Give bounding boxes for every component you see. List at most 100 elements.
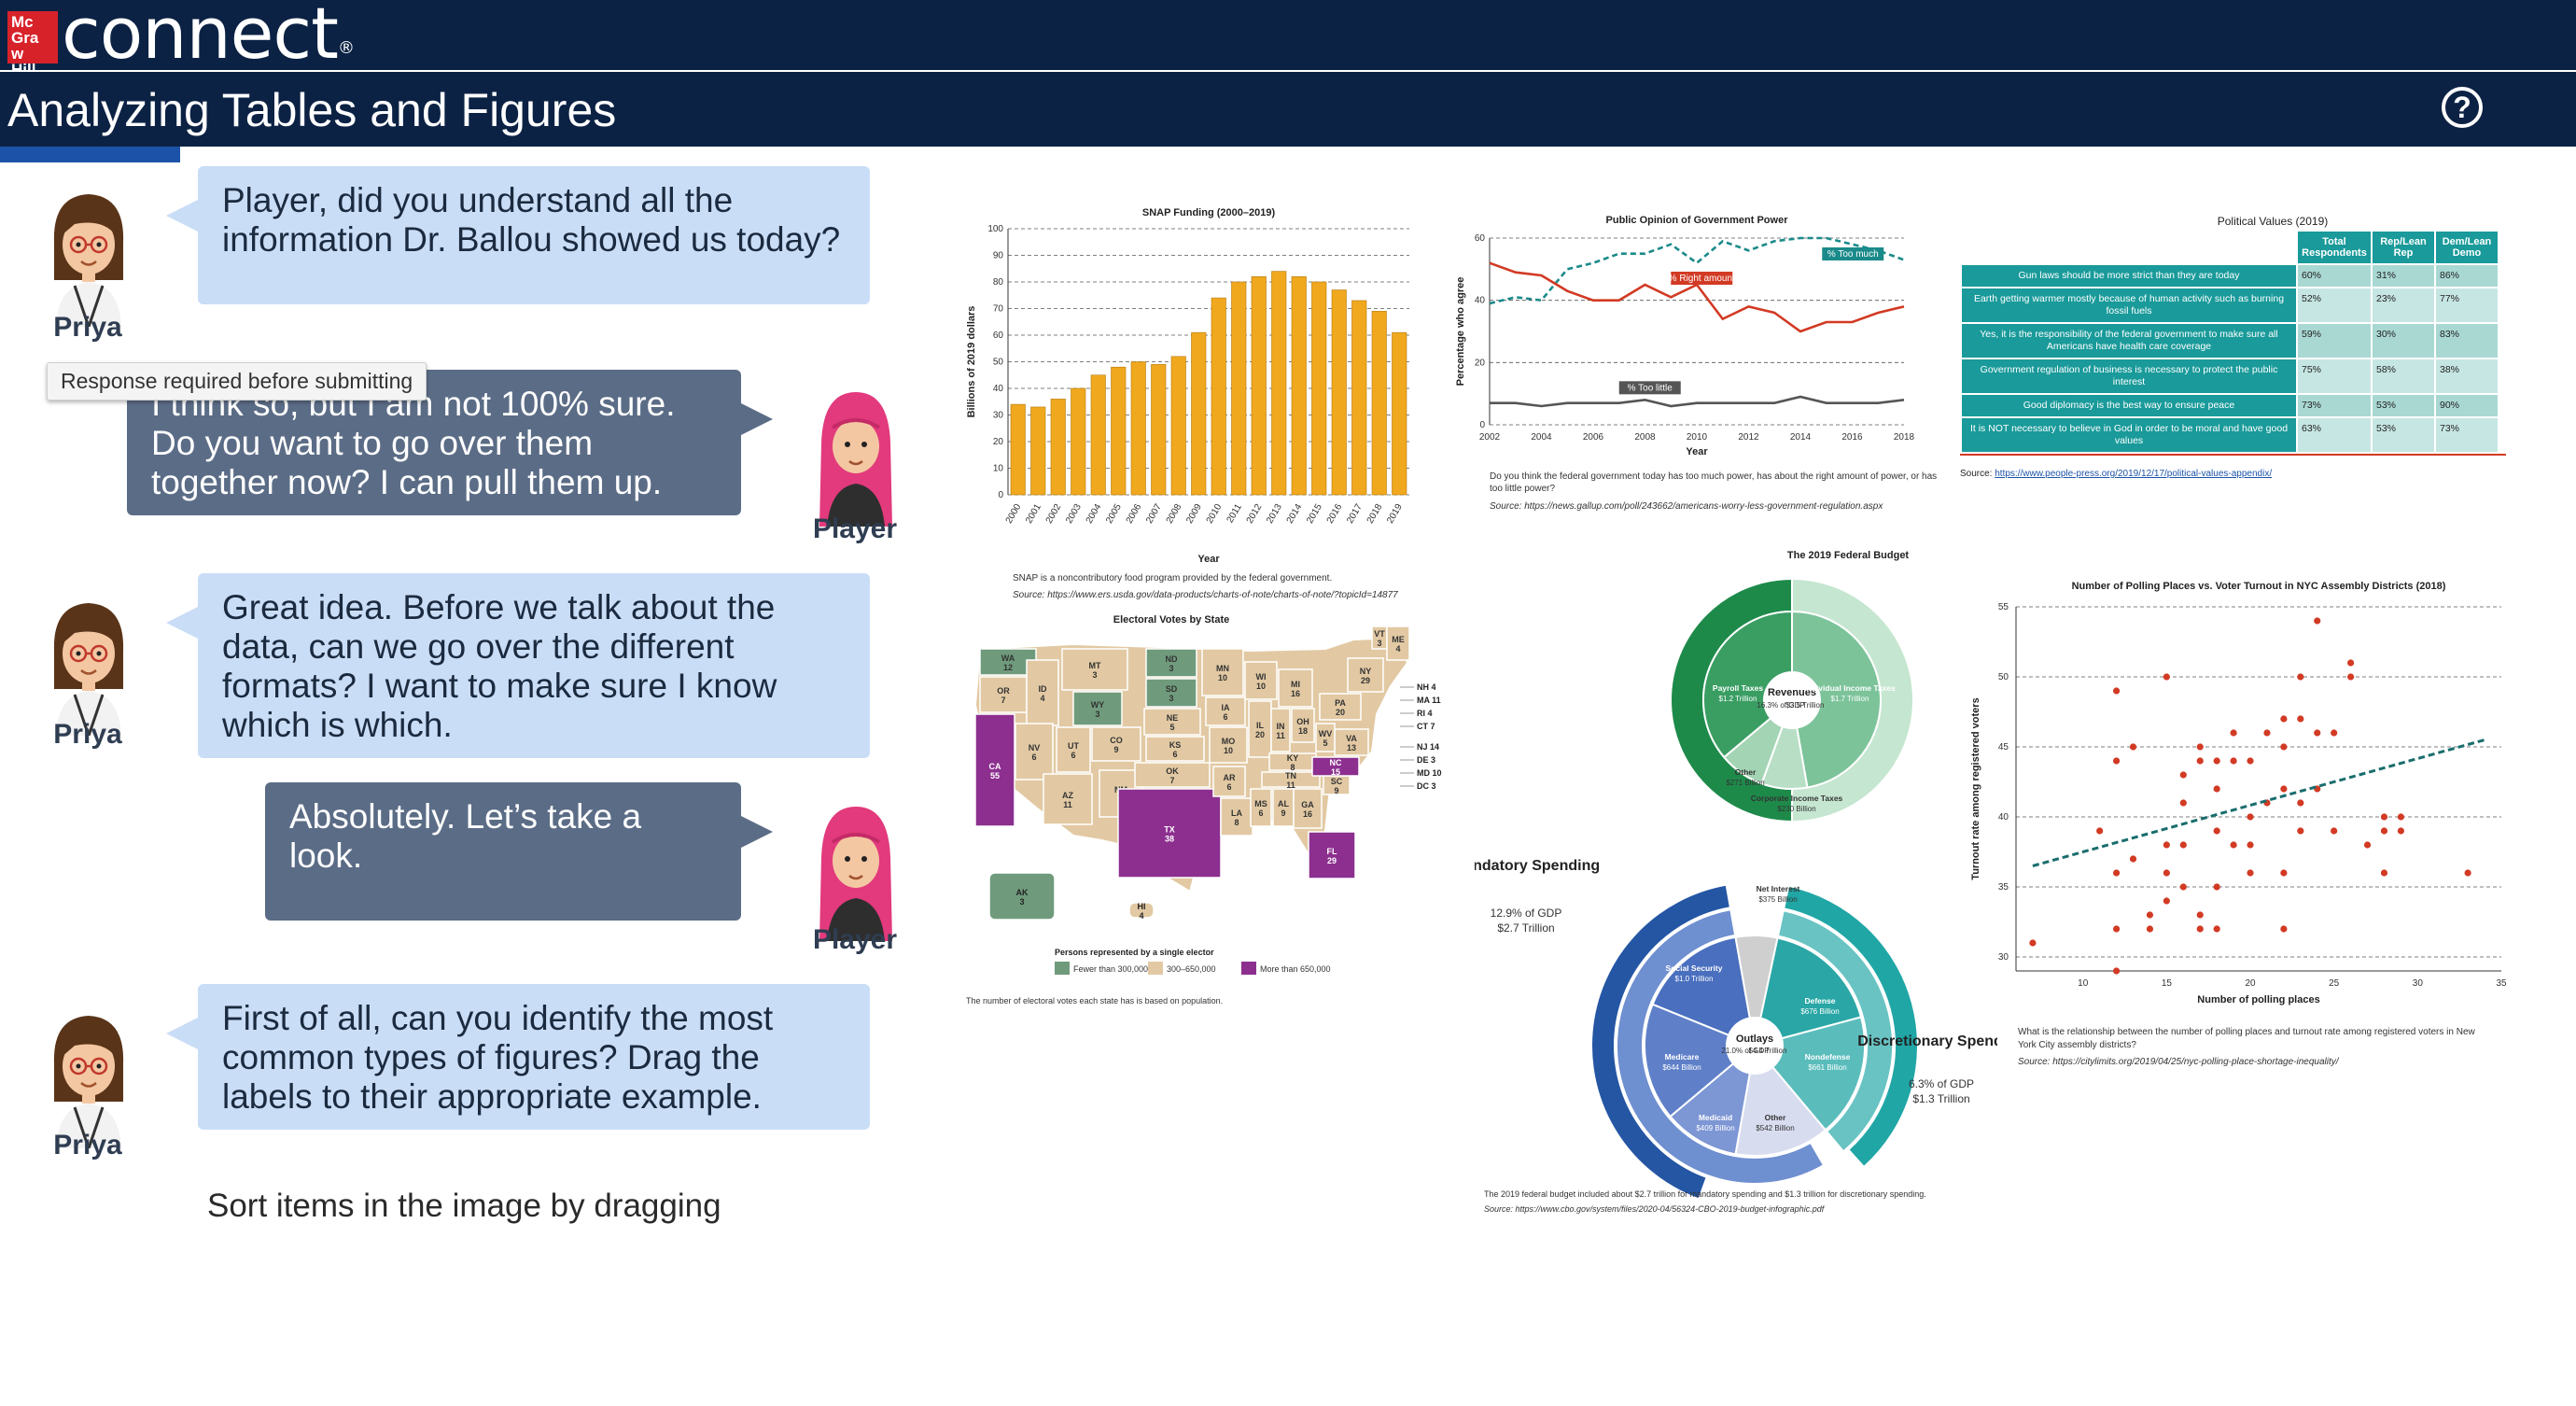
polling-scatter-plot[interactable]: Number of Polling Places vs. Voter Turno… bbox=[1960, 574, 2557, 1078]
table-cell: 75% bbox=[2296, 358, 2373, 395]
state-shape bbox=[1091, 726, 1141, 762]
speaker-name: Priya bbox=[53, 312, 122, 343]
state-shape bbox=[1201, 648, 1244, 696]
y-axis-label: Percentage who agree bbox=[1456, 277, 1466, 387]
state-abbr: MN bbox=[1216, 664, 1229, 673]
x-tick-label: 2009 bbox=[1184, 502, 1204, 526]
y-tick-label: 70 bbox=[993, 304, 1004, 315]
state-shape bbox=[1315, 723, 1336, 752]
y-tick-label: 45 bbox=[1998, 742, 2009, 752]
speaker-name: Priya bbox=[53, 719, 122, 750]
help-icon[interactable]: ? bbox=[2442, 87, 2483, 128]
state-abbr: VT bbox=[1374, 629, 1385, 639]
table-cell: 52% bbox=[2296, 287, 2373, 324]
state-abbr: FL bbox=[1327, 847, 1337, 856]
state-abbr: MT bbox=[1089, 661, 1101, 670]
legend-label: More than 650,000 bbox=[1260, 964, 1331, 974]
state-votes: 9 bbox=[1281, 808, 1285, 818]
state-ok: OK7 bbox=[1134, 762, 1211, 788]
state-votes: 9 bbox=[1334, 786, 1338, 795]
budget-note: The 2019 federal budget included about $… bbox=[1484, 1189, 1926, 1199]
legend-title: Persons represented by a single elector bbox=[1055, 948, 1214, 957]
x-tick-label: 2018 bbox=[1894, 432, 1915, 443]
x-tick-label: 10 bbox=[2078, 978, 2089, 989]
x-tick-label: 35 bbox=[2496, 978, 2507, 989]
x-tick-label: 2006 bbox=[1583, 432, 1604, 443]
political-values-table[interactable]: Political Values (2019) Total Respondent… bbox=[1960, 215, 2506, 479]
gov-power-line-chart[interactable]: Public Opinion of Government Power 0 20 40 6… bbox=[1456, 210, 1941, 527]
table-title: Political Values (2019) bbox=[2217, 215, 2329, 228]
x-tick-label: 2018 bbox=[1365, 502, 1385, 526]
scatter-point bbox=[2297, 715, 2304, 723]
snap-bar-chart[interactable]: SNAP Funding (2000–2019) 0 10 20 30 40 50 60 70 8… bbox=[961, 201, 1428, 602]
series-line bbox=[1490, 395, 1905, 408]
state-abbr: HI bbox=[1138, 902, 1146, 911]
state-votes: 12 bbox=[1003, 663, 1013, 672]
scatter-point bbox=[2280, 925, 2288, 933]
chart-source: Source: https://citylimits.org/2019/04/2… bbox=[2018, 1057, 2340, 1067]
state-ut: UT6 bbox=[1056, 726, 1091, 773]
row-label: It is NOT necessary to believe in God in… bbox=[1960, 416, 2298, 454]
state-id: ID4 bbox=[1026, 659, 1059, 726]
state-votes: 3 bbox=[1169, 694, 1173, 703]
chart-note: too little power? bbox=[1490, 484, 1555, 494]
bar bbox=[1392, 331, 1407, 496]
scatter-point bbox=[2280, 785, 2288, 793]
table-header: Dem/Lean Demo bbox=[2434, 230, 2499, 265]
state-abbr: ND bbox=[1166, 654, 1178, 664]
y-tick-label: 20 bbox=[1475, 358, 1486, 368]
state-shape bbox=[1386, 626, 1410, 661]
chart-title: SNAP Funding (2000–2019) bbox=[1142, 207, 1276, 218]
table-row: Good diplomacy is the best way to ensure… bbox=[1960, 393, 2499, 418]
x-tick-label: 30 bbox=[2413, 978, 2424, 989]
bar bbox=[1071, 387, 1086, 496]
scatter-point bbox=[2196, 743, 2204, 751]
speaker-name: Player bbox=[812, 924, 898, 955]
scatter-point bbox=[2112, 967, 2121, 975]
scatter-point bbox=[2112, 687, 2121, 695]
table-cell: 73% bbox=[2296, 393, 2373, 418]
series-label-text: % Too little bbox=[1628, 383, 1673, 393]
required-tooltip: Response required before submitting bbox=[47, 362, 427, 401]
state-ia: IA6 bbox=[1205, 696, 1246, 726]
y-axis-label: Billions of 2019 dollars bbox=[966, 306, 977, 418]
row-label: Gun laws should be more strict than they… bbox=[1960, 263, 2298, 288]
scatter-point bbox=[2179, 771, 2187, 779]
state-abbr: ID bbox=[1039, 684, 1048, 694]
chart-note: SNAP is a noncontributory food program p… bbox=[1013, 573, 1332, 583]
x-tick-label: 2012 bbox=[1738, 432, 1759, 443]
state-abbr: AL bbox=[1278, 799, 1289, 808]
state-hi: HI4 bbox=[1128, 902, 1155, 921]
state-votes: 16 bbox=[1303, 809, 1312, 819]
state-votes: 5 bbox=[1323, 738, 1327, 748]
x-tick-label: 2004 bbox=[1531, 432, 1552, 443]
bar bbox=[1151, 364, 1167, 496]
federal-budget-donut-chart[interactable]: The 2019 Federal Budget Revenues 16.3% of … bbox=[1475, 541, 1997, 1223]
state-shape bbox=[1117, 788, 1222, 879]
scatter-point bbox=[2129, 855, 2137, 863]
sort-instruction: Sort items in the image by dragging bbox=[207, 1188, 721, 1224]
budget-title: The 2019 Federal Budget bbox=[1787, 550, 1910, 561]
state-abbr: OH bbox=[1296, 717, 1309, 726]
state-abbr: SC bbox=[1331, 777, 1343, 786]
state-shape bbox=[1015, 723, 1054, 780]
player-avatar bbox=[818, 390, 894, 527]
discretionary-amount: $1.3 Trillion bbox=[1912, 1092, 1969, 1105]
table-cell: 73% bbox=[2434, 416, 2499, 454]
table-cell: 90% bbox=[2434, 393, 2499, 418]
player-avatar bbox=[818, 805, 894, 941]
outlays-label: Outlays bbox=[1736, 1033, 1773, 1045]
state-abbr: VA bbox=[1346, 734, 1357, 743]
scatter-point bbox=[2213, 757, 2220, 765]
table-cell: 23% bbox=[2371, 287, 2436, 324]
state-votes: 29 bbox=[1361, 676, 1370, 685]
electoral-votes-map[interactable]: Electoral Votes by StateWA12OR7CA55ID4NV… bbox=[961, 612, 1465, 1022]
discretionary-inner bbox=[1776, 909, 1894, 1153]
